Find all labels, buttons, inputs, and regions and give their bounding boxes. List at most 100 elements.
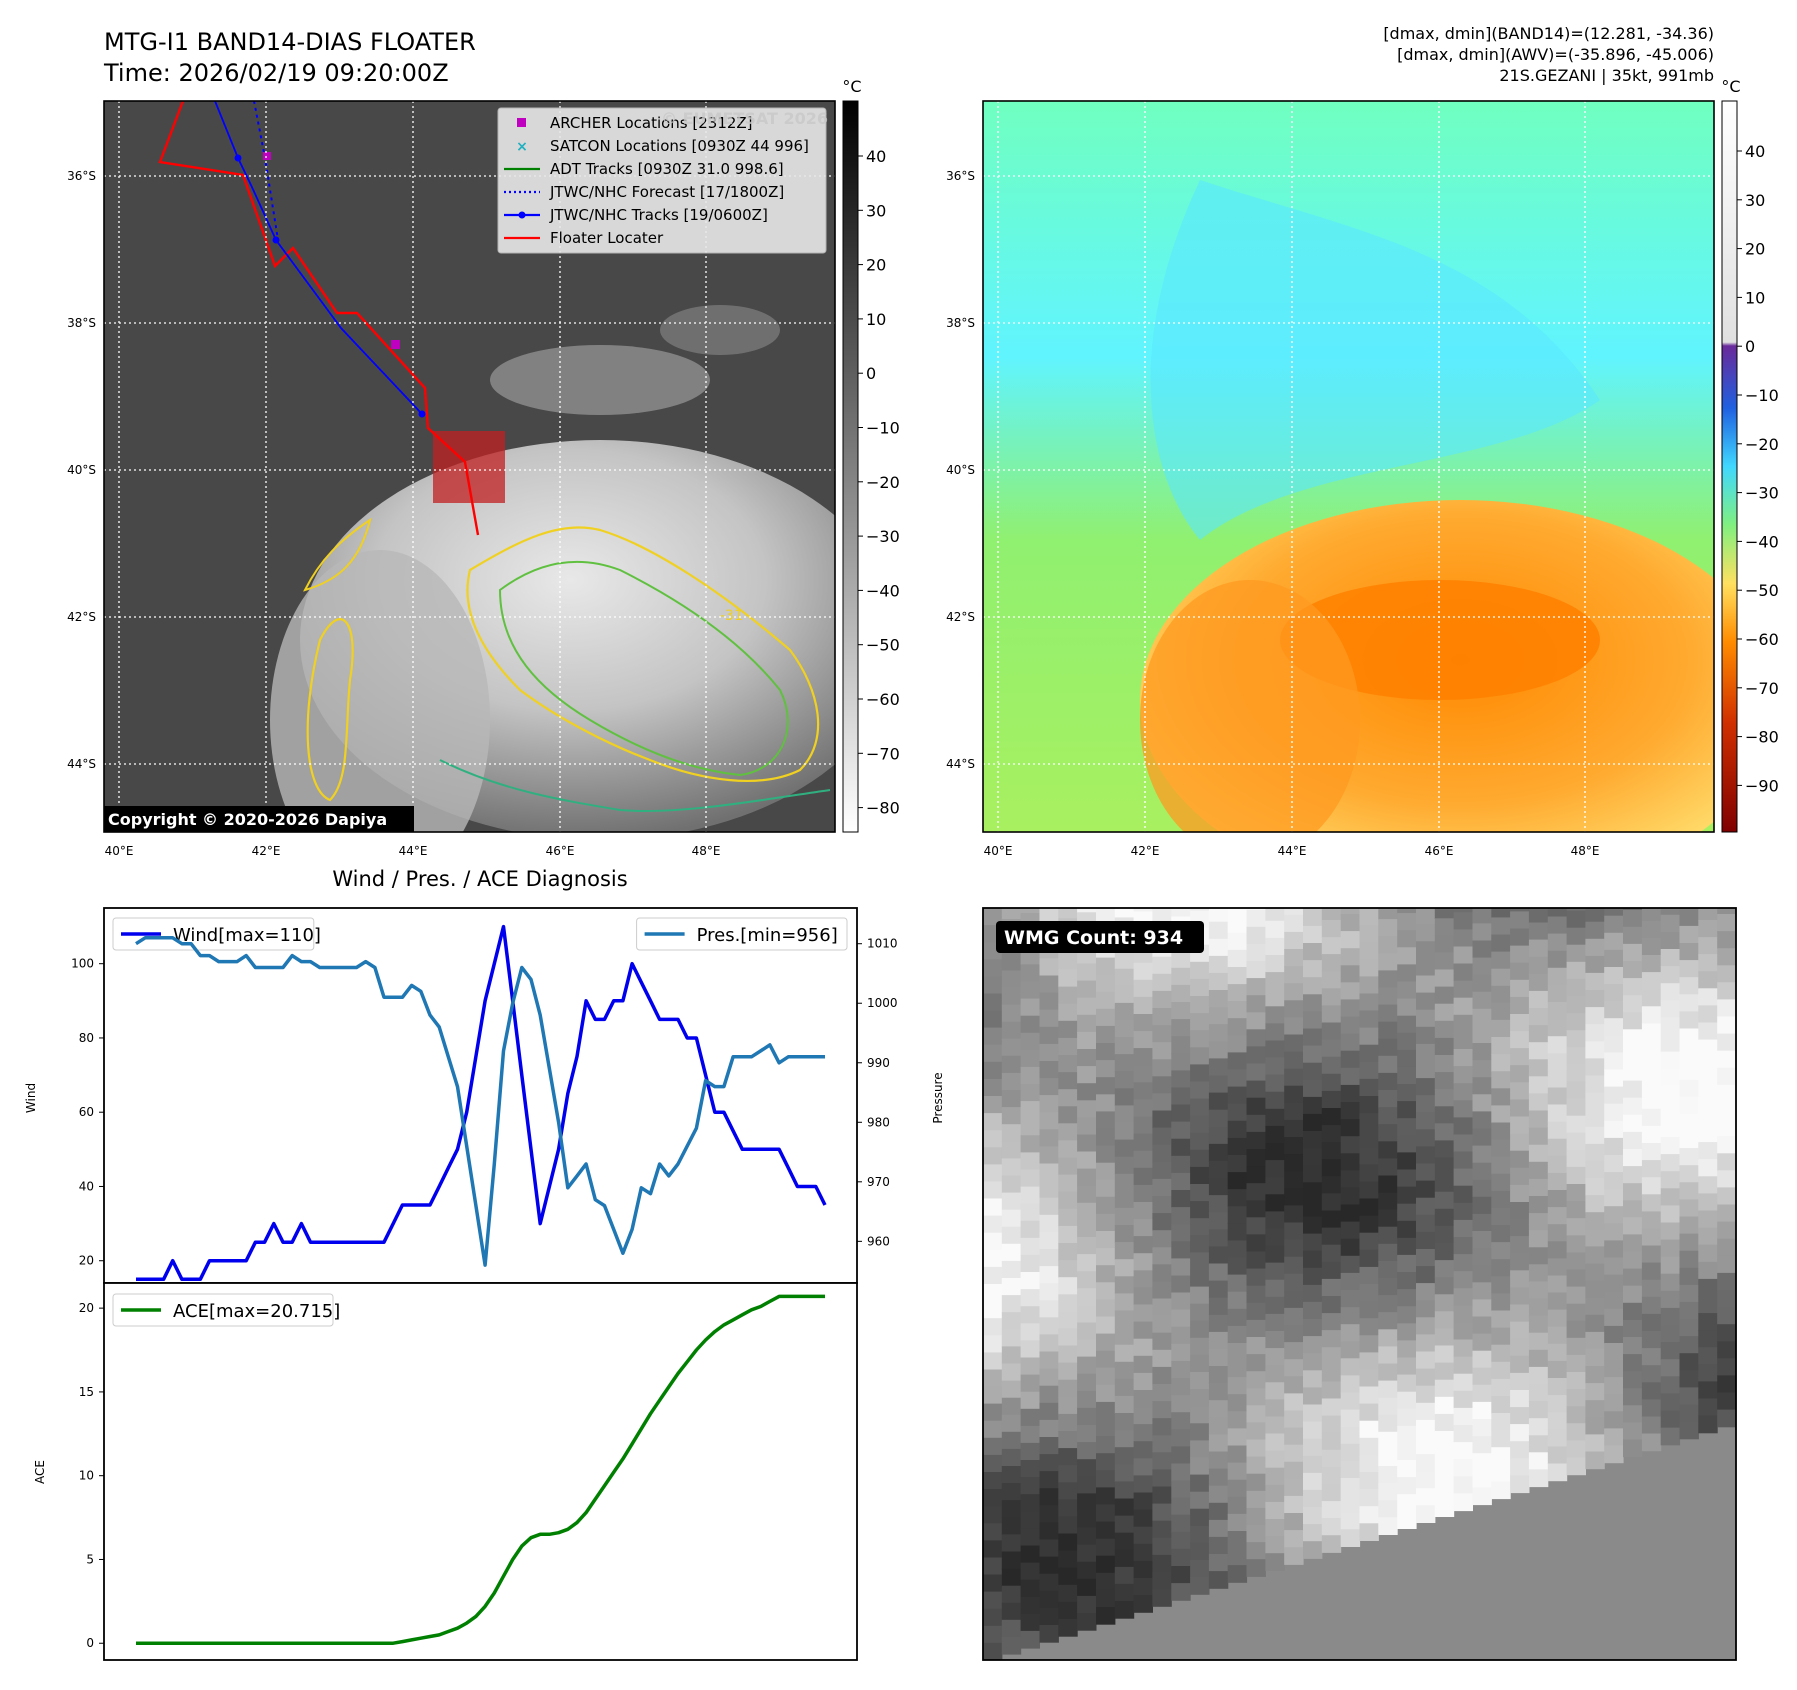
jtwc-track-point	[234, 154, 242, 162]
wmg-cell	[1265, 870, 1284, 888]
wmg-cell	[1340, 1460, 1361, 1479]
wmg-cell	[1001, 1312, 1022, 1330]
wmg-cell	[1660, 1325, 1681, 1343]
wmg-cell	[1058, 1328, 1078, 1347]
wmg-cell	[1641, 1091, 1662, 1110]
wmg-cell	[1453, 1066, 1473, 1084]
cbar-tick-label: −60	[866, 690, 900, 709]
wmg-cell	[1623, 1388, 1643, 1406]
wmg-cell	[1491, 968, 1511, 987]
wmg-cell	[1020, 1237, 1040, 1256]
wmg-cell	[1246, 1046, 1266, 1065]
wmg-cell	[1585, 1160, 1605, 1179]
wmg-cell	[983, 1078, 1003, 1097]
wmg-cell	[1114, 951, 1135, 970]
wmg-cell	[1717, 1341, 1736, 1359]
wmg-cell	[1510, 1355, 1530, 1374]
wmg-cell	[1190, 1474, 1210, 1493]
wmg-cell	[1453, 929, 1473, 948]
wmg-cell	[1604, 1086, 1624, 1105]
wmg-cell	[1547, 1463, 1568, 1482]
wmg-cell	[1623, 841, 1642, 859]
ir-cloud-streak	[660, 305, 780, 355]
wmg-cell	[1058, 1072, 1078, 1090]
wmg-cell	[1190, 1372, 1210, 1390]
lon-label: 48°E	[692, 844, 721, 858]
wmg-cell	[1077, 1168, 1097, 1187]
wmg-cell	[1020, 998, 1040, 1017]
wmg-cell	[1096, 1572, 1116, 1591]
wmg-cell	[1152, 1469, 1172, 1488]
lat-label: 44°S	[946, 757, 975, 771]
wmg-cell	[1096, 1384, 1116, 1403]
cbar-tick-label: −40	[1745, 532, 1779, 551]
wmg-cell	[1001, 1295, 1022, 1313]
wmg-cell	[1284, 1119, 1304, 1138]
wmg-cell	[983, 1369, 1003, 1388]
wmg-cell	[1416, 1043, 1436, 1062]
wmg-cell	[1020, 1596, 1040, 1615]
lon-label: 44°E	[399, 844, 428, 858]
wmg-cell	[1473, 872, 1492, 890]
wmg-cell	[983, 1232, 1003, 1251]
wind-pressure-frame	[103, 907, 858, 1284]
wmg-cell	[1510, 1287, 1530, 1306]
wmg-cell	[1265, 1125, 1285, 1144]
wmg-cell	[1265, 1501, 1285, 1520]
wmg-cell	[1641, 1399, 1662, 1418]
wmg-cell	[1190, 1406, 1210, 1424]
wmg-cell	[1340, 1409, 1361, 1428]
wmg-cell	[1190, 1115, 1210, 1134]
wmg-cell	[1453, 1237, 1473, 1255]
wmg-cell	[1340, 1272, 1361, 1291]
wmg-frame	[982, 907, 1737, 1661]
wmg-cell	[1077, 1561, 1097, 1580]
wmg-cell	[1472, 1196, 1492, 1215]
wmg-cell	[1453, 1031, 1473, 1050]
wmg-cell	[1171, 1343, 1191, 1362]
wmg-cell	[1528, 973, 1549, 992]
wv-axis-labels: 40°E 42°E 44°E 46°E 48°E36°S38°S40°S42°S44°S	[946, 169, 1599, 858]
wmg-cell	[1528, 1110, 1549, 1129]
wmg-cell	[1303, 977, 1323, 995]
wmg-cell	[1114, 1156, 1135, 1175]
wmg-cell	[1265, 955, 1285, 973]
wmg-cell	[1698, 1296, 1718, 1314]
wmg-cell	[1208, 938, 1229, 957]
wmg-cell	[1227, 1343, 1248, 1361]
y-tick-label: 80	[79, 1031, 94, 1045]
wmg-cell	[1397, 1477, 1417, 1495]
wmg-cell	[1227, 1001, 1248, 1019]
wmg-cell	[1133, 1338, 1153, 1357]
wmg-cell	[1321, 1364, 1342, 1382]
wmg-cell	[1152, 990, 1172, 1009]
wmg-cell	[1303, 1489, 1323, 1508]
wmg-cell	[1340, 1529, 1361, 1547]
wmg-cell	[983, 1625, 1003, 1644]
wmg-cell	[1340, 1187, 1361, 1206]
wmg-cell	[1585, 1212, 1605, 1230]
wmg-cell	[1152, 956, 1172, 975]
wmg-cell	[1284, 1410, 1304, 1429]
wmg-cell	[1303, 1148, 1323, 1166]
wmg-cell	[1698, 1261, 1718, 1280]
wmg-cell	[1623, 1268, 1643, 1287]
legend-frame	[112, 1293, 334, 1327]
wmg-cell	[1303, 1267, 1323, 1286]
wmg-cell	[1434, 1106, 1455, 1124]
chart-legend: Wind[max=110]	[112, 917, 321, 951]
wmg-cell	[1171, 1207, 1191, 1225]
wmg-cell	[1698, 852, 1717, 870]
wmg-cell	[1020, 1203, 1040, 1222]
wmg-cell	[1096, 1025, 1116, 1044]
wmg-cell	[1284, 1205, 1304, 1224]
wmg-cell	[1566, 1457, 1586, 1476]
wmg-cell	[1284, 1273, 1304, 1292]
wmg-cell	[1171, 1378, 1191, 1396]
wmg-cell	[1096, 1145, 1116, 1164]
wmg-cell	[1416, 1231, 1436, 1250]
wmg-cell	[1547, 1070, 1568, 1089]
wmg-cell	[1378, 1397, 1398, 1416]
wmg-cell	[1321, 1449, 1342, 1468]
wmg-cell	[1698, 1108, 1718, 1126]
